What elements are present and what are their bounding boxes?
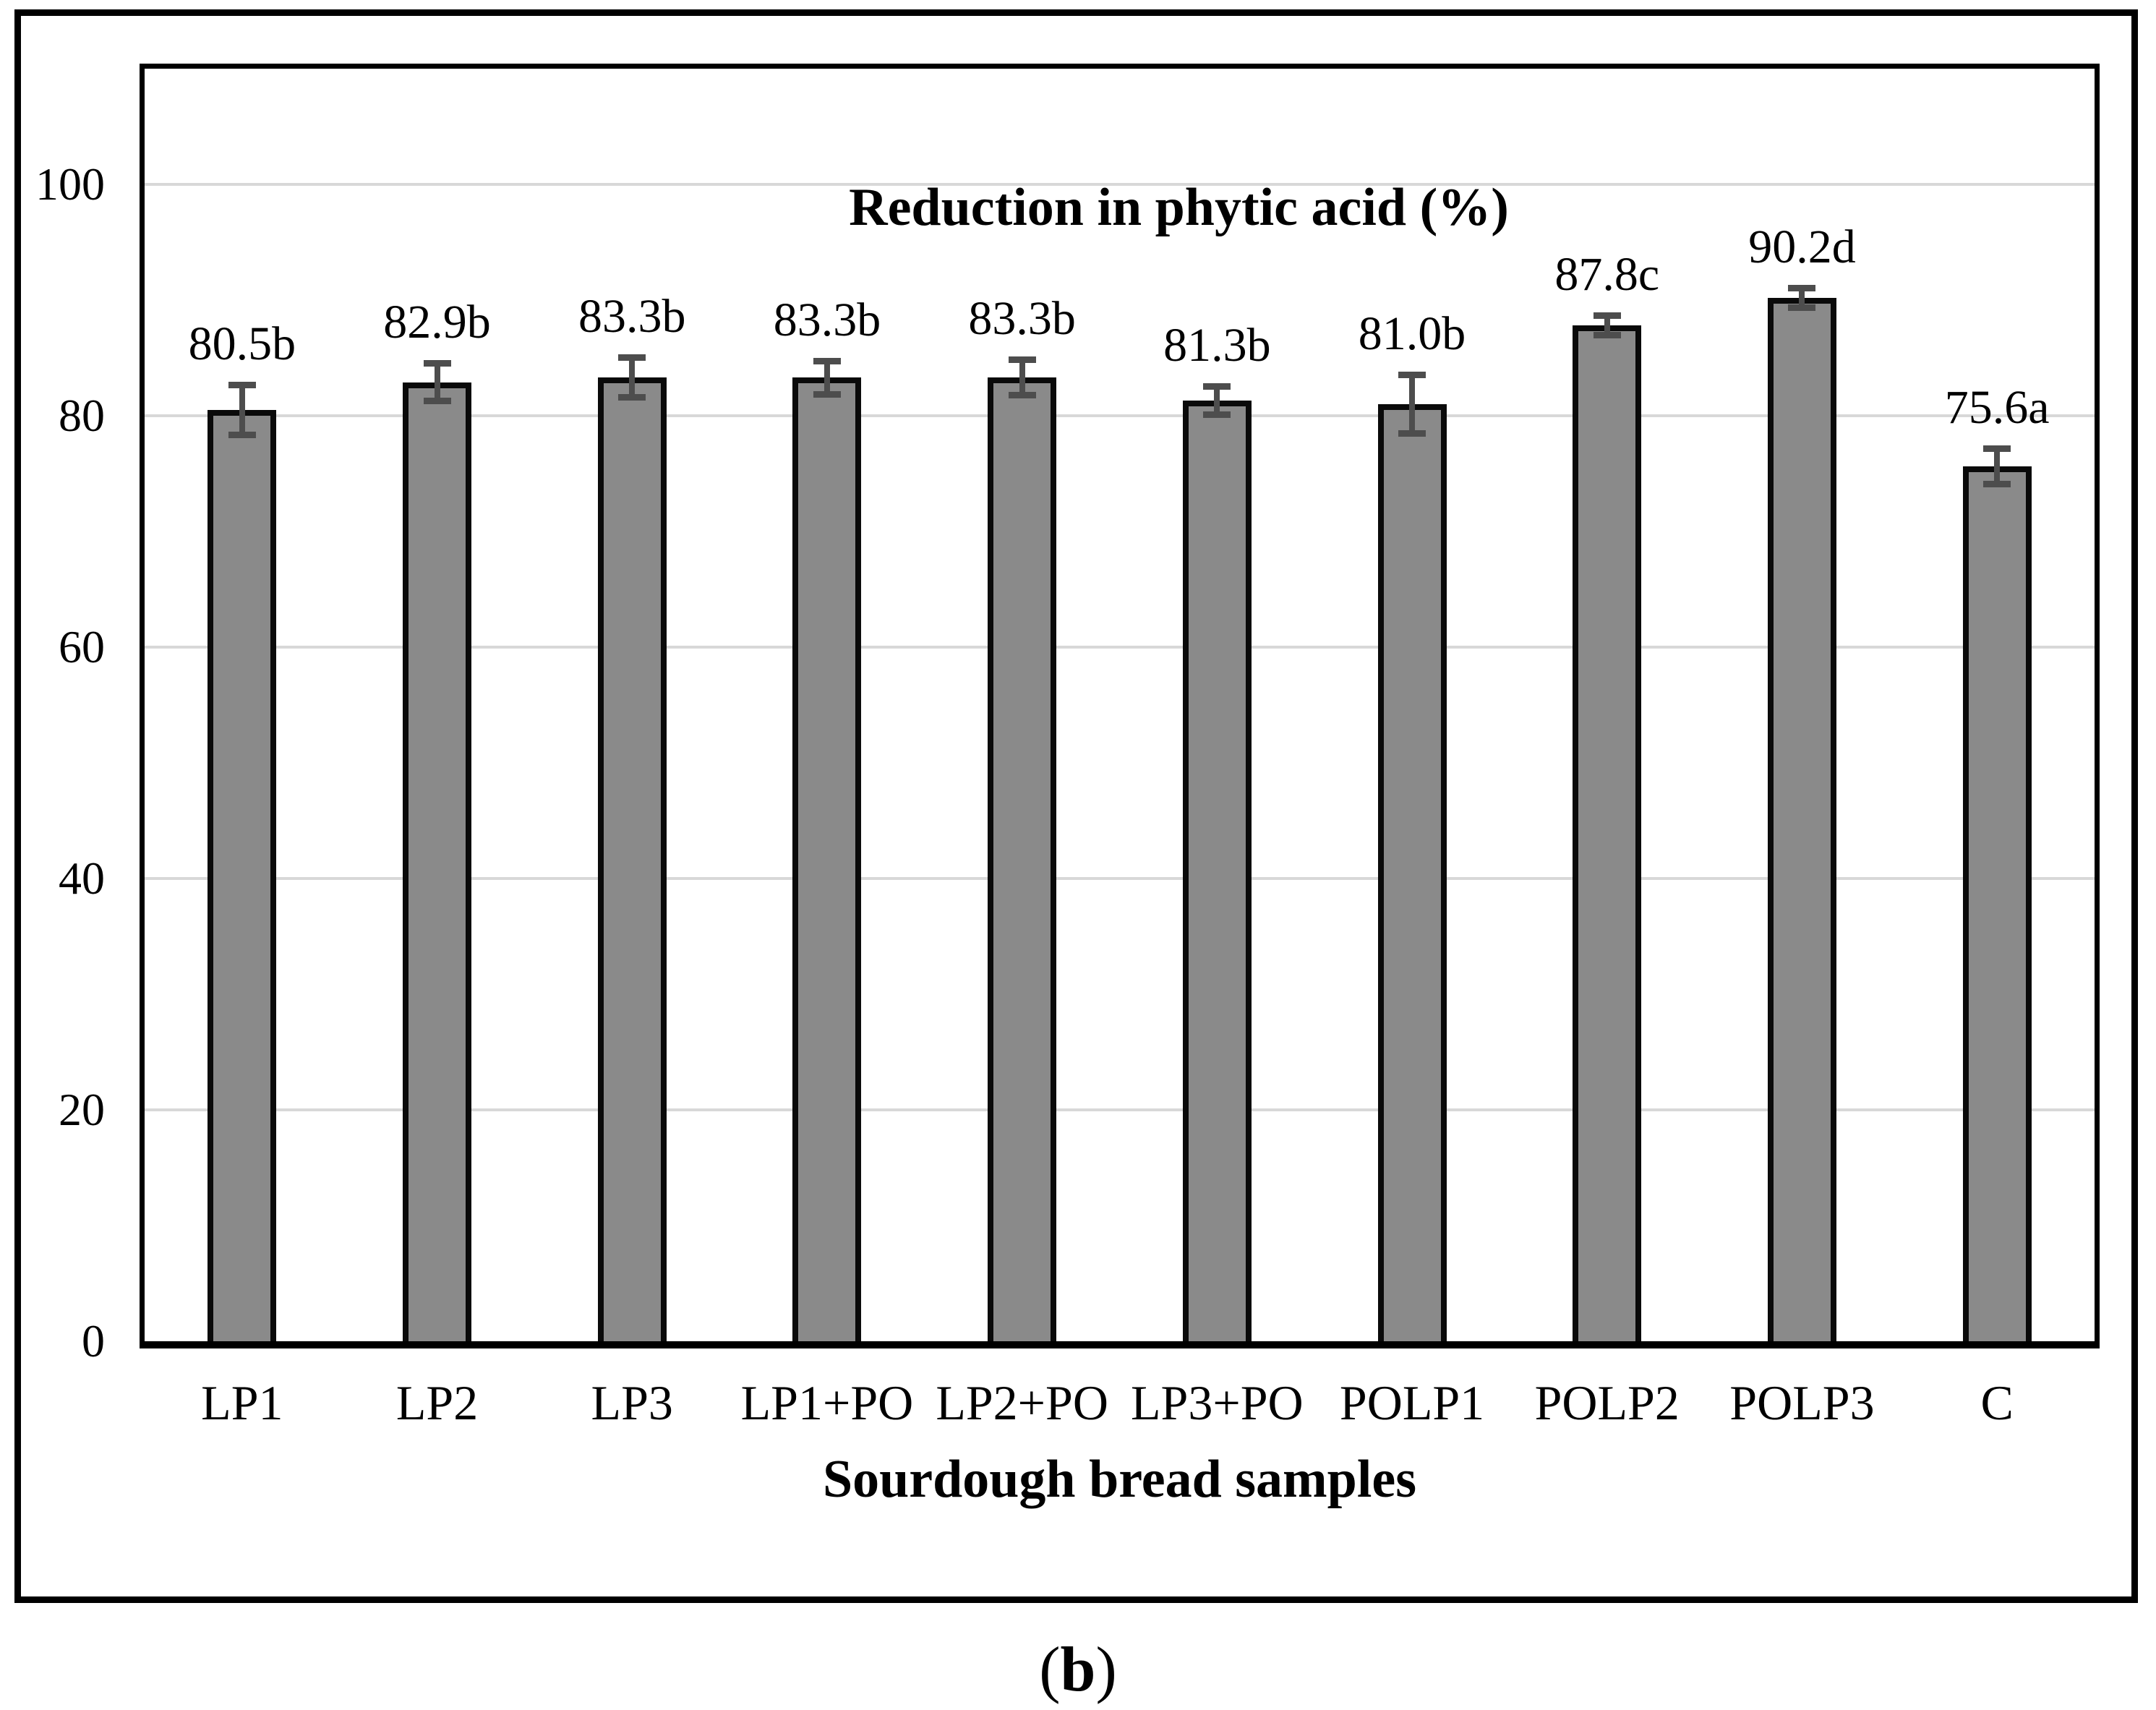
error-bar-bottom-cap: [423, 398, 451, 405]
y-tick-label: 60: [59, 621, 105, 672]
error-bar-bottom-cap: [618, 394, 646, 401]
x-axis-title: Sourdough bread samples: [822, 1450, 1417, 1509]
chart-title: Reduction in phytic acid (%): [849, 178, 1509, 237]
x-tick-label: LP2: [395, 1375, 479, 1430]
error-bar-top-cap: [1983, 445, 2011, 453]
bar: [208, 410, 277, 1341]
bar-value-label: 81.3b: [1163, 319, 1271, 372]
caption-letter: b: [1060, 1635, 1096, 1705]
plot-area-border: [140, 64, 2100, 1348]
error-bar-bottom-cap: [1593, 332, 1621, 338]
bar-value-label: 83.3b: [773, 293, 881, 346]
error-bar-top-cap: [1203, 383, 1231, 390]
bar-value-label: 80.5b: [188, 317, 296, 371]
error-bar-bottom-cap: [1203, 411, 1231, 419]
x-tick-label: LP2+PO: [936, 1375, 1108, 1430]
error-bar-top-cap: [1008, 356, 1036, 364]
error-bar-top-cap: [618, 354, 646, 361]
bar-value-label: 75.6a: [1944, 381, 2050, 435]
x-tick-label: LP3: [591, 1375, 673, 1430]
bar: [988, 377, 1057, 1341]
bar-value-label: 82.9b: [383, 296, 491, 349]
error-bar-whisker: [824, 361, 830, 394]
figure-caption: (b): [0, 1636, 2156, 1705]
error-bar-whisker: [1019, 360, 1025, 396]
bar-value-label: 81.0b: [1358, 307, 1466, 360]
x-tick-label: LP1: [201, 1375, 283, 1430]
bar: [1767, 297, 1836, 1341]
error-bar-bottom-cap: [1983, 481, 2011, 488]
gridline: [145, 877, 2095, 880]
error-bar-whisker: [1604, 316, 1610, 335]
error-bar-top-cap: [813, 357, 841, 364]
bar-value-label: 90.2d: [1748, 221, 1856, 273]
bar: [403, 382, 472, 1341]
error-bar-whisker: [1799, 288, 1805, 307]
bar: [1573, 325, 1642, 1341]
error-bar-bottom-cap: [1398, 430, 1426, 437]
bar-value-label: 87.8c: [1554, 248, 1660, 302]
caption-close-paren: ): [1095, 1635, 1117, 1705]
error-bar-whisker: [239, 385, 245, 435]
gridline: [145, 646, 2095, 649]
error-bar-bottom-cap: [1008, 392, 1036, 399]
caption-open-paren: (: [1039, 1635, 1061, 1705]
y-axis: 0 20 40 60 80 100: [0, 69, 105, 1365]
bar: [1377, 404, 1447, 1341]
error-bar-bottom-cap: [813, 390, 841, 398]
error-bar-whisker: [1409, 375, 1416, 433]
bar-value-label: 83.3b: [578, 290, 686, 343]
y-tick-label: 80: [59, 390, 105, 441]
plot-area: Reduction in phytic acid (%) 80.5b LP1 82.…: [145, 69, 2095, 1429]
x-tick-label: POLP3: [1729, 1375, 1875, 1430]
gridline: [145, 414, 2095, 417]
error-bar-top-cap: [1398, 372, 1426, 378]
error-bar-whisker: [629, 358, 636, 398]
bar: [792, 377, 862, 1341]
y-tick-label: 40: [59, 852, 105, 904]
gridline: [145, 183, 2095, 186]
x-tick-label: C: [1980, 1375, 2014, 1430]
x-tick-label: POLP1: [1339, 1375, 1485, 1430]
error-bar-top-cap: [1593, 312, 1621, 320]
bar: [597, 377, 667, 1341]
error-bar-whisker: [1214, 387, 1220, 415]
error-bar-top-cap: [228, 382, 256, 389]
error-bar-bottom-cap: [228, 431, 256, 438]
error-bar-whisker: [434, 364, 440, 401]
x-tick-label: LP1+PO: [740, 1375, 914, 1430]
bar: [1962, 466, 2032, 1341]
x-tick-label: LP3+PO: [1131, 1375, 1304, 1430]
x-tick-label: POLP2: [1534, 1375, 1680, 1430]
y-tick-label: 0: [82, 1315, 105, 1367]
y-tick-label: 100: [35, 158, 105, 210]
bar: [1182, 401, 1252, 1341]
y-tick-label: 20: [59, 1084, 105, 1135]
error-bar-bottom-cap: [1788, 304, 1816, 311]
error-bar-top-cap: [423, 360, 451, 367]
bar-value-label: 83.3b: [968, 292, 1076, 346]
error-bar-whisker: [1994, 449, 2001, 484]
error-bar-top-cap: [1788, 285, 1816, 291]
gridline: [145, 1108, 2095, 1111]
